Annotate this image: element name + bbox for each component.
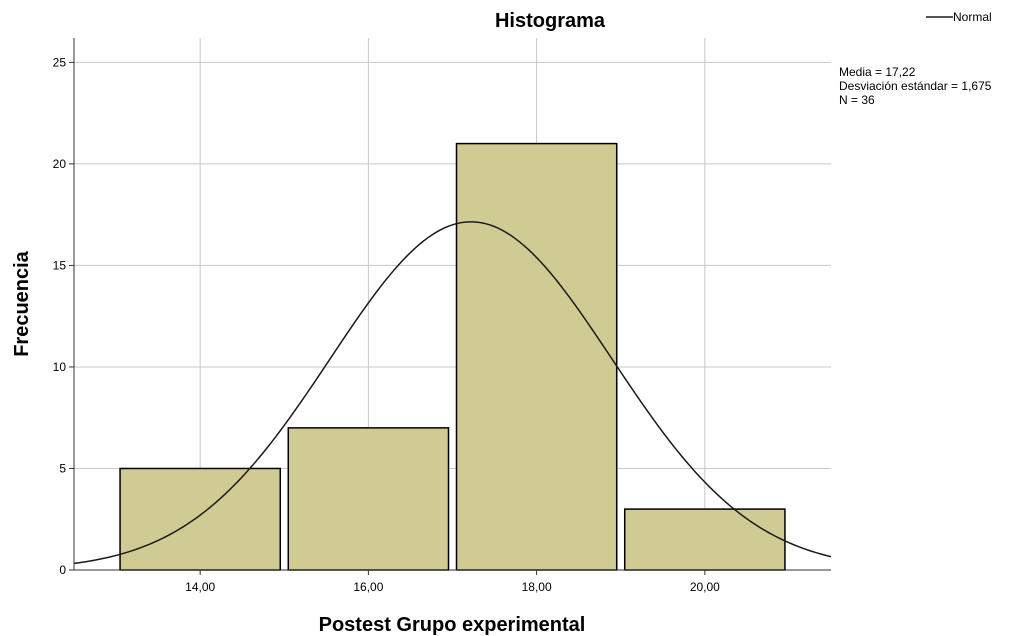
y-tick-label-10: 10 [53, 360, 67, 374]
stat-std-dev: Desviación estándar = 1,675 [839, 79, 992, 93]
legend: Normal [926, 10, 992, 24]
x-tick-label-20,00: 20,00 [690, 580, 720, 594]
axes [69, 38, 831, 575]
x-tick-label-18,00: 18,00 [522, 580, 552, 594]
legend-normal-label: Normal [953, 10, 992, 24]
stat-mean: Media = 17,22 [839, 65, 916, 79]
histogram-bar-14,00 [119, 467, 282, 571]
y-tick-label-15: 15 [53, 258, 67, 272]
y-tick-label-25: 25 [53, 55, 67, 69]
y-tick-label-0: 0 [59, 563, 66, 577]
x-axis-title: Postest Grupo experimental [319, 614, 586, 636]
histogram-bar-20,00 [623, 508, 786, 571]
grid-lines [74, 38, 831, 570]
y-tick-label-20: 20 [53, 157, 67, 171]
x-tick-label-14,00: 14,00 [185, 580, 215, 594]
normal-curve [73, 221, 832, 565]
x-tick-label-16,00: 16,00 [353, 580, 383, 594]
histogram-bar-16,00 [287, 427, 450, 571]
y-tick-label-5: 5 [59, 461, 66, 475]
y-tick-labels: 0 5 10 15 20 25 [53, 55, 67, 577]
statistics-box: Media = 17,22 Desviación estándar = 1,67… [839, 65, 992, 107]
y-axis-title: Frecuencia [11, 250, 33, 356]
histogram-bar-18,00 [455, 142, 618, 571]
x-tick-labels: 14,00 16,00 18,00 20,00 [185, 580, 720, 594]
chart-title: Histograma [495, 10, 606, 32]
histogram-bars [119, 142, 786, 571]
stat-n: N = 36 [839, 93, 875, 107]
